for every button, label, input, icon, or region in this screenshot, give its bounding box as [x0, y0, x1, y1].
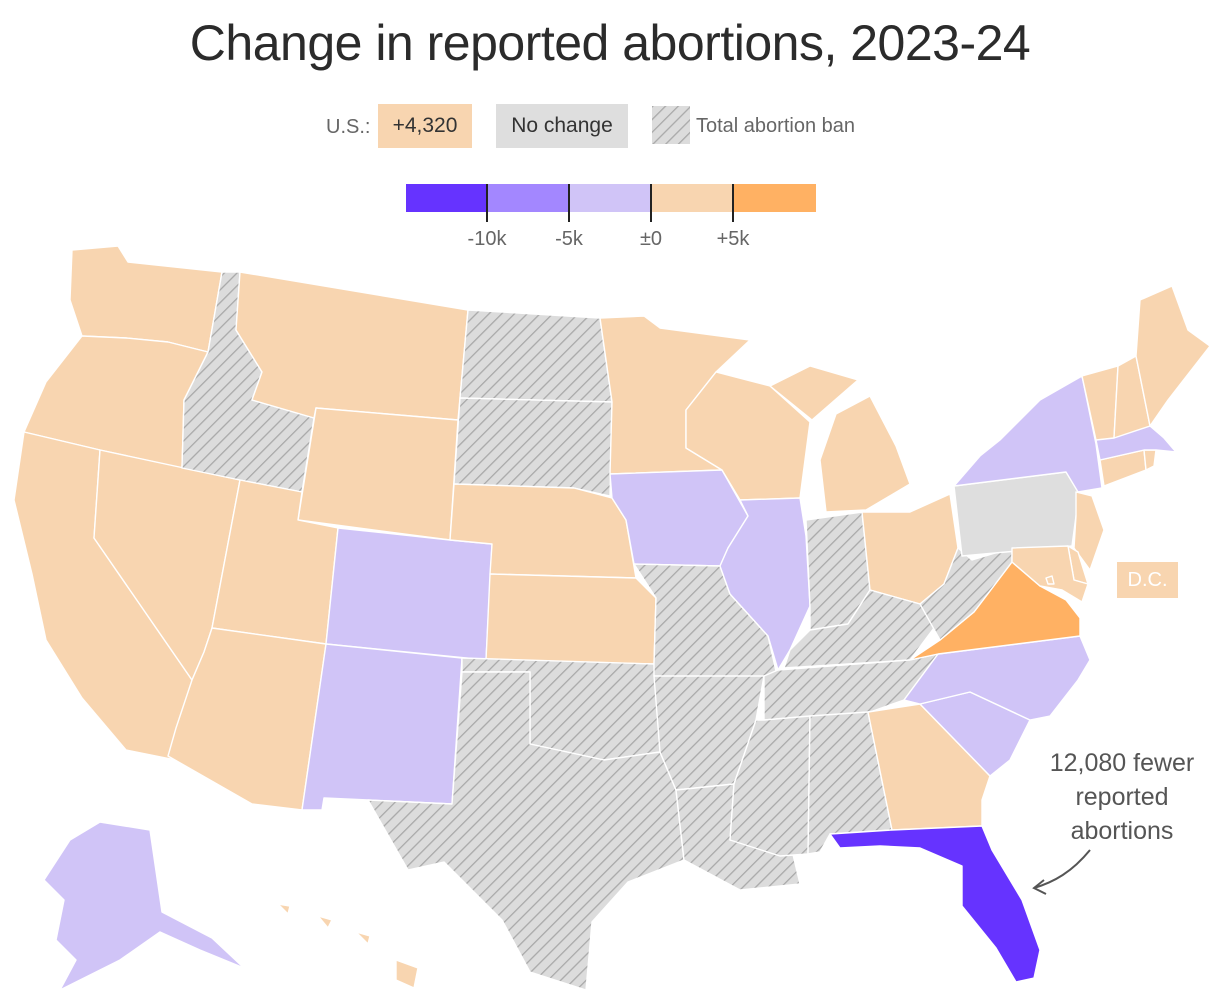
legend: U.S.: +4,320 No change Total abortion ba… — [0, 104, 1220, 148]
state-maryland — [1011, 545, 1089, 603]
us-map — [13, 245, 1211, 991]
annotation-line: abortions — [1070, 817, 1174, 845]
scale-bin-2 — [488, 184, 570, 212]
us-label: U.S.: — [326, 116, 371, 138]
state-new-mexico — [301, 643, 463, 811]
us-value-chip: +4,320 — [378, 104, 472, 148]
state-maine — [1135, 285, 1211, 427]
scale-bin-5 — [734, 184, 816, 212]
no-change-chip: No change — [496, 104, 628, 148]
state-rhode-island — [1143, 449, 1157, 471]
scale-tick-label: ±0 — [639, 228, 663, 250]
annotation-line: reported — [1075, 783, 1169, 811]
scale-bin-4 — [652, 184, 734, 212]
state-north-dakota — [459, 309, 613, 403]
scale-bin-1 — [406, 184, 488, 212]
annotation-line: 12,080 fewer — [1049, 749, 1195, 777]
state-alaska — [43, 821, 245, 991]
chart-title: Change in reported abortions, 2023‑24 — [189, 15, 1031, 71]
scale-tick — [732, 184, 734, 222]
state-massachusetts — [1095, 425, 1177, 461]
state-michigan — [769, 365, 911, 513]
annotation-arrow — [1033, 849, 1091, 889]
scale-bin-3 — [570, 184, 652, 212]
state-kansas — [485, 573, 657, 665]
scale-tick-label: +5k — [716, 228, 750, 250]
scale-tick — [568, 184, 570, 222]
state-south-dakota — [453, 397, 613, 497]
scale-tick — [486, 184, 488, 222]
state-pennsylvania — [953, 471, 1081, 557]
state-florida — [829, 825, 1041, 983]
scale-tick-label: -10k — [467, 228, 507, 250]
state-colorado — [325, 527, 493, 661]
state-wyoming — [297, 407, 459, 541]
state-illinois — [719, 497, 811, 671]
state-montana — [235, 271, 469, 421]
state-texas — [367, 671, 685, 991]
state-new-jersey — [1073, 491, 1105, 571]
state-district-of-columbia — [1045, 575, 1055, 585]
ban-label: Total abortion ban — [696, 115, 856, 137]
state-new-york — [953, 375, 1103, 493]
annotation-arrowhead — [1032, 879, 1047, 895]
scale-tick-label: -5k — [555, 228, 583, 250]
scale-tick — [650, 184, 652, 222]
ban-hatch-swatch — [652, 106, 690, 144]
state-hawaii — [277, 903, 419, 989]
florida-annotation: 12,080 fewer reported abortions — [1032, 746, 1212, 848]
dc-label: D.C. — [1117, 562, 1178, 598]
